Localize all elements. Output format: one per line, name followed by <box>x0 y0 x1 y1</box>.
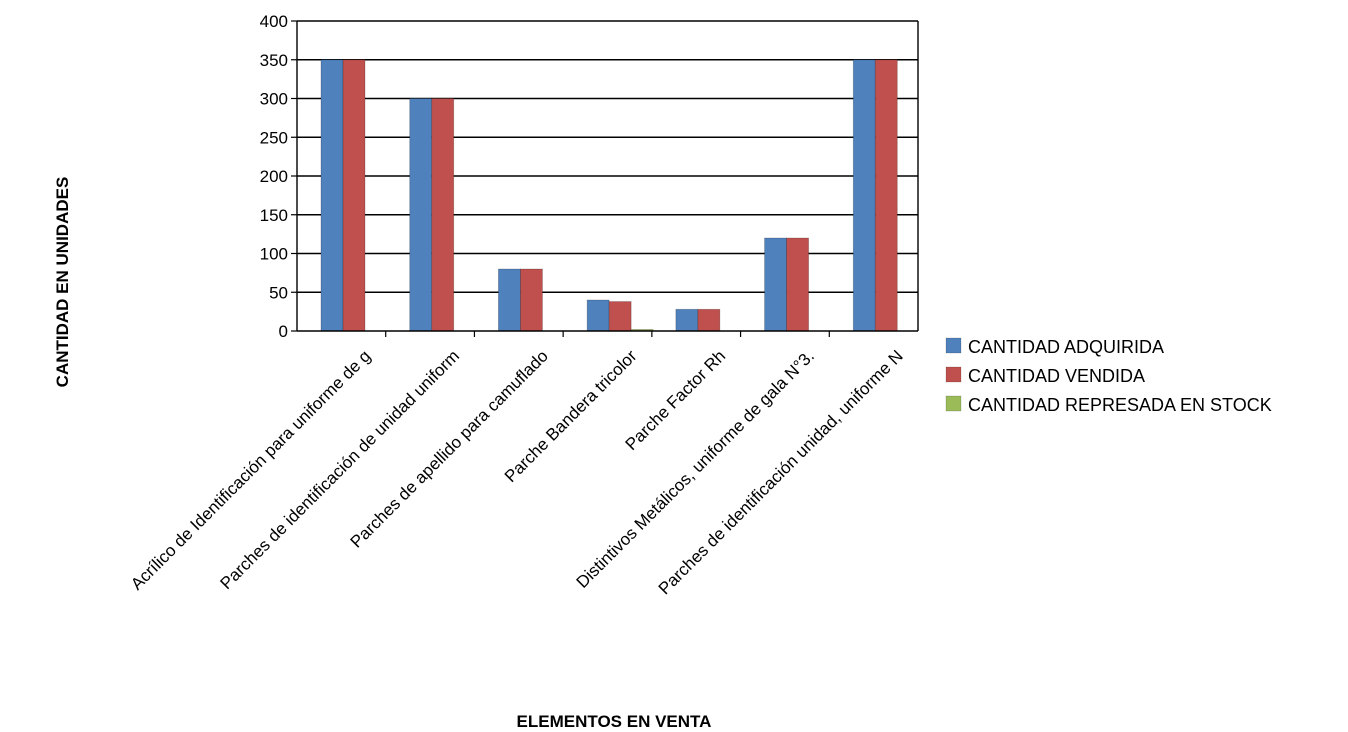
y-tick-label: 0 <box>279 322 288 341</box>
legend-swatch <box>945 337 962 354</box>
y-tick-label: 300 <box>260 90 288 109</box>
y-tick-label: 100 <box>260 245 288 264</box>
y-tick-label: 400 <box>260 12 288 31</box>
legend-label: CANTIDAD REPRESADA EN STOCK <box>968 395 1272 415</box>
y-tick-label: 200 <box>260 167 288 186</box>
bar-1-5 <box>675 308 699 332</box>
bar-1-1 <box>320 59 344 332</box>
x-tick-label: Parches de apellido para camuflado <box>347 346 552 551</box>
bar-1-2 <box>409 98 433 332</box>
y-tick-labels: 0 50 100 150 200 250 300 350 400 <box>260 12 288 341</box>
y-tick-label: 150 <box>260 206 288 225</box>
gridlines <box>297 20 918 294</box>
bar-2-5 <box>697 308 721 332</box>
bar-2-4 <box>608 301 632 332</box>
legend-swatch <box>945 395 962 412</box>
bar-2-7 <box>874 59 898 332</box>
y-tick-label: 50 <box>269 283 288 302</box>
legend: CANTIDAD ADQUIRIDA CANTIDAD VENDIDA CANTID… <box>945 337 1272 415</box>
x-axis-title: ELEMENTOS EN VENTA <box>517 712 712 731</box>
y-axis-title: CANTIDAD EN UNIDADES <box>53 177 72 388</box>
bar-1-3 <box>498 268 521 332</box>
legend-swatch <box>945 366 962 383</box>
y-tick-label: 350 <box>260 51 288 70</box>
axes <box>291 20 919 337</box>
x-tick-labels: Acrílico de Identificación para uniforme… <box>127 346 907 598</box>
bar-2-1 <box>342 59 366 332</box>
legend-label: CANTIDAD VENDIDA <box>968 366 1145 386</box>
bar-2-3 <box>520 268 543 332</box>
bar-1-7 <box>852 59 876 332</box>
legend-label: CANTIDAD ADQUIRIDA <box>968 337 1164 357</box>
bar-1-6 <box>764 237 787 332</box>
bar-1-4 <box>586 299 610 332</box>
bars <box>320 59 898 332</box>
y-tick-label: 250 <box>260 128 288 147</box>
bar-2-2 <box>431 98 455 332</box>
bar-2-6 <box>786 237 809 332</box>
